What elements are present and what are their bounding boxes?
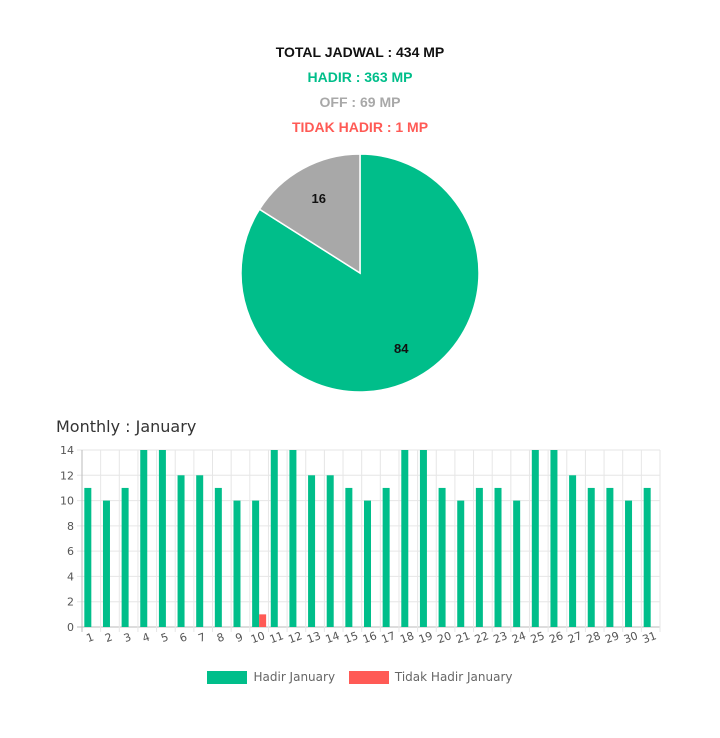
bar-hadir-day-10 [252,500,260,627]
x-tick-label-19: 19 [417,629,435,646]
bar-hadir-day-17 [382,487,390,627]
x-tick-label-13: 13 [305,629,323,646]
x-tick-label-18: 18 [398,629,416,646]
bar-hadir-day-3 [121,487,129,627]
x-tick-label-2: 2 [103,630,114,645]
y-tick-label-2: 2 [67,596,74,609]
x-tick-label-15: 15 [342,629,360,646]
bar-hadir-day-26 [550,450,558,627]
x-tick-label-3: 3 [122,630,133,645]
x-tick-label-22: 22 [473,629,491,646]
x-tick-label-5: 5 [159,630,170,645]
bar-hadir-day-7 [196,475,204,627]
x-tick-label-26: 26 [547,629,565,646]
x-tick-label-1: 1 [85,630,96,645]
bar-hadir-day-15 [345,487,353,627]
bar-legend: Hadir January Tidak Hadir January [0,670,720,687]
y-tick-label-12: 12 [60,469,74,482]
bar-hadir-day-14 [326,475,334,627]
x-tick-label-23: 23 [492,629,510,646]
bar-tidak-hadir-day-10 [259,614,267,627]
pie-slice-label-0: 84 [394,341,409,356]
bar-hadir-day-8 [214,487,222,627]
pie-slice-1 [258,153,361,275]
bar-hadir-day-28 [587,487,595,627]
x-tick-label-7: 7 [196,630,207,645]
bar-hadir-day-9 [233,500,241,627]
pie-slice-label-1: 16 [311,191,325,206]
x-tick-label-6: 6 [178,630,189,645]
legend-item-hadir[interactable]: Hadir January [207,670,335,684]
x-tick-label-29: 29 [603,629,621,646]
legend-label-hadir: Hadir January [253,670,336,684]
x-tick-label-21: 21 [454,629,472,646]
bar-hadir-day-13 [308,475,316,627]
bar-hadir-day-24 [513,500,521,627]
x-tick-label-24: 24 [510,629,528,646]
x-tick-label-20: 20 [436,629,454,646]
x-tick-label-25: 25 [529,629,547,646]
hadir-label: HADIR : 363 MP [307,69,413,85]
off-label: OFF : 69 MP [319,94,401,110]
y-tick-label-0: 0 [67,621,74,634]
bar-hadir-day-20 [438,487,446,627]
x-tick-label-31: 31 [641,629,659,646]
y-tick-label-14: 14 [60,444,74,457]
legend-label-tidak-hadir: Tidak Hadir January [394,670,513,684]
bar-hadir-day-4 [140,450,148,627]
summary-stats: TOTAL JADWAL : 434 MP HADIR : 363 MP OFF… [0,40,720,140]
x-tick-label-14: 14 [324,629,342,646]
x-tick-label-30: 30 [622,629,640,646]
x-tick-label-12: 12 [286,629,304,646]
bar-hadir-day-31 [643,487,651,627]
attendance-pie-chart: 84 16 [240,153,480,393]
bar-hadir-day-12 [289,450,297,627]
bar-hadir-day-30 [625,500,633,627]
bar-hadir-day-16 [364,500,371,627]
x-tick-label-9: 9 [234,630,245,645]
bar-hadir-day-25 [531,450,539,627]
bar-hadir-day-11 [270,450,278,627]
monthly-chart-title: Monthly : January [56,417,197,436]
bar-hadir-day-18 [401,450,409,627]
bar-hadir-day-2 [102,500,110,627]
y-tick-label-8: 8 [67,520,74,533]
bar-hadir-day-23 [494,487,502,627]
x-tick-label-10: 10 [249,629,267,646]
y-tick-label-10: 10 [60,495,74,508]
bar-hadir-day-6 [177,475,185,627]
x-tick-label-17: 17 [380,629,398,646]
x-tick-label-4: 4 [141,630,152,645]
legend-swatch-tidak-hadir [348,670,389,684]
bar-hadir-day-27 [569,475,577,627]
x-tick-label-27: 27 [566,629,584,646]
bar-hadir-day-21 [457,500,465,627]
y-tick-label-4: 4 [67,570,74,583]
y-tick-label-6: 6 [67,545,74,558]
bar-hadir-day-19 [419,450,427,627]
bar-hadir-day-29 [606,487,614,627]
total-jadwal-label: TOTAL JADWAL : 434 MP [275,44,445,60]
bar-hadir-day-22 [475,487,483,627]
x-tick-label-8: 8 [215,630,226,645]
x-tick-label-16: 16 [361,629,379,646]
tidak-hadir-label: TIDAK HADIR : 1 MP [291,119,429,135]
legend-item-tidak-hadir[interactable]: Tidak Hadir January [348,670,513,684]
x-tick-label-28: 28 [585,629,603,646]
bar-hadir-day-1 [84,487,92,627]
x-tick-label-11: 11 [268,629,286,646]
legend-swatch-hadir [207,670,248,684]
bar-hadir-day-5 [158,450,166,627]
